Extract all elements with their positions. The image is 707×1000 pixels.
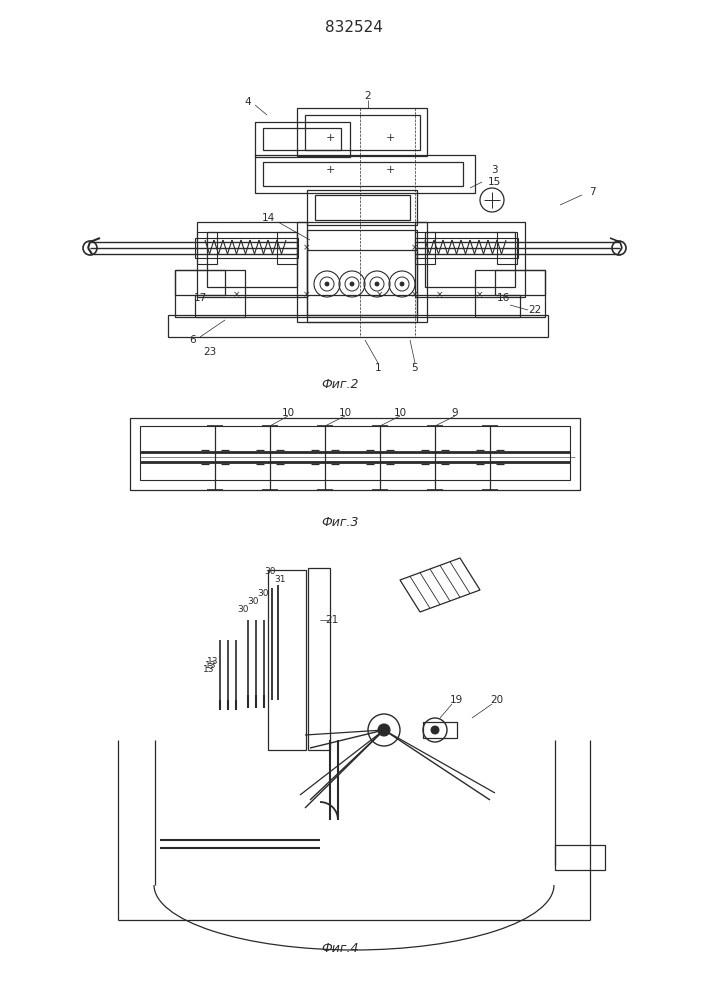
Text: Фиг.2: Фиг.2 <box>321 378 358 391</box>
Text: 30: 30 <box>247 597 259 606</box>
Text: 7: 7 <box>589 187 595 197</box>
Bar <box>268 570 306 750</box>
Bar <box>195 295 520 317</box>
Text: 9: 9 <box>452 408 458 418</box>
Bar <box>305 115 420 150</box>
Circle shape <box>325 282 329 286</box>
Text: ×: × <box>303 290 311 300</box>
Text: ×: × <box>303 243 311 252</box>
Text: Фиг.3: Фиг.3 <box>321 516 358 528</box>
Bar <box>297 222 427 322</box>
Circle shape <box>378 724 390 736</box>
Bar <box>497 232 517 264</box>
Circle shape <box>375 282 379 286</box>
Bar <box>263 128 341 150</box>
Text: 14: 14 <box>262 213 274 223</box>
Circle shape <box>350 282 354 286</box>
Bar <box>140 426 570 480</box>
Text: ×: × <box>477 290 484 300</box>
Bar <box>415 232 435 264</box>
Text: 13: 13 <box>205 662 217 670</box>
Text: ×: × <box>411 290 419 300</box>
Text: +: + <box>385 133 395 143</box>
Text: 13: 13 <box>203 666 215 674</box>
Text: ×: × <box>411 243 419 252</box>
Text: 16: 16 <box>496 293 510 303</box>
Text: ×: × <box>436 290 444 300</box>
Text: +: + <box>325 133 334 143</box>
Circle shape <box>431 726 439 734</box>
Text: 5: 5 <box>411 363 419 373</box>
Bar <box>555 845 605 870</box>
Text: 20: 20 <box>491 695 503 705</box>
Bar <box>255 155 475 193</box>
Bar <box>263 162 463 186</box>
Text: 10: 10 <box>393 408 407 418</box>
Text: Фиг.4: Фиг.4 <box>321 942 358 954</box>
Text: 6: 6 <box>189 335 197 345</box>
Text: 23: 23 <box>204 347 216 357</box>
Text: 10: 10 <box>339 408 351 418</box>
Text: ×: × <box>376 290 384 300</box>
Text: 21: 21 <box>325 615 339 625</box>
Bar <box>423 722 457 738</box>
Bar <box>315 195 410 220</box>
Bar <box>307 230 417 315</box>
Bar <box>255 122 350 157</box>
Bar <box>175 270 225 295</box>
Text: 30: 30 <box>257 589 269 598</box>
Bar <box>425 232 515 287</box>
Bar <box>475 270 545 317</box>
Text: 13: 13 <box>207 658 218 666</box>
Bar <box>415 238 518 258</box>
Text: +: + <box>325 165 334 175</box>
Bar <box>297 108 427 156</box>
Bar <box>308 568 330 750</box>
Text: 31: 31 <box>274 576 286 584</box>
Text: 22: 22 <box>528 305 542 315</box>
Text: 2: 2 <box>365 91 371 101</box>
Text: 30: 30 <box>264 568 276 576</box>
Bar <box>207 232 297 287</box>
Bar <box>195 238 298 258</box>
Text: 19: 19 <box>450 695 462 705</box>
Text: +: + <box>385 165 395 175</box>
Bar <box>168 315 548 337</box>
Bar <box>307 250 417 322</box>
Bar <box>197 222 307 297</box>
Text: 3: 3 <box>491 165 497 175</box>
Text: 30: 30 <box>238 605 249 614</box>
Bar <box>175 270 245 317</box>
Text: 832524: 832524 <box>325 20 383 35</box>
Bar <box>415 222 525 297</box>
Text: 10: 10 <box>281 408 295 418</box>
Bar <box>197 232 217 264</box>
Bar <box>307 190 417 225</box>
Text: 17: 17 <box>194 293 206 303</box>
Bar <box>130 418 580 490</box>
Bar <box>495 270 545 295</box>
Text: 15: 15 <box>487 177 501 187</box>
Text: ×: × <box>233 290 241 300</box>
Text: 4: 4 <box>245 97 251 107</box>
Text: 1: 1 <box>375 363 381 373</box>
Bar <box>277 232 297 264</box>
Circle shape <box>400 282 404 286</box>
